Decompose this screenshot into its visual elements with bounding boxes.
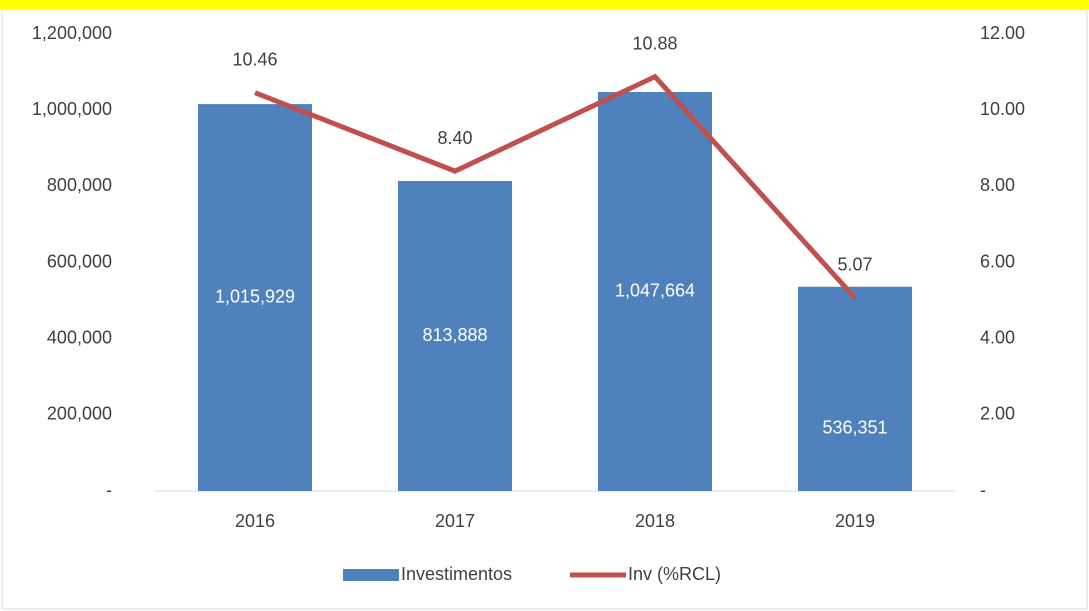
bar	[198, 104, 312, 491]
y-tick-label: 600,000	[47, 251, 112, 271]
y2-tick-label: 8.00	[980, 175, 1015, 195]
bar	[598, 92, 712, 492]
legend-swatch	[343, 569, 399, 581]
y-tick-label: 1,000,000	[32, 99, 112, 119]
x-tick-label: 2017	[435, 511, 475, 531]
y2-tick-label: 12.00	[980, 23, 1025, 43]
line-value-label: 8.40	[437, 128, 472, 148]
y-tick-label: -	[106, 480, 112, 500]
y-tick-label: 800,000	[47, 175, 112, 195]
y-tick-label: 400,000	[47, 327, 112, 347]
bar-value-label: 813,888	[422, 325, 487, 345]
y2-tick-label: -	[980, 480, 986, 500]
bar	[798, 286, 912, 491]
highlight-strip	[0, 0, 1089, 9]
y-tick-label: 1,200,000	[32, 23, 112, 43]
chart-border	[1, 9, 1088, 610]
y2-tick-label: 4.00	[980, 327, 1015, 347]
line-value-label: 5.07	[837, 255, 872, 275]
bar-value-label: 1,015,929	[215, 286, 295, 306]
bar-value-label: 1,047,664	[615, 280, 695, 300]
bar	[398, 181, 512, 492]
x-tick-label: 2019	[835, 511, 875, 531]
legend-label: Inv (%RCL)	[628, 564, 721, 584]
x-tick-label: 2016	[235, 511, 275, 531]
y-tick-label: 200,000	[47, 404, 112, 424]
y2-tick-label: 10.00	[980, 99, 1025, 119]
y2-tick-label: 2.00	[980, 404, 1015, 424]
y2-tick-label: 6.00	[980, 251, 1015, 271]
line-value-label: 10.88	[632, 33, 677, 53]
line-value-label: 10.46	[232, 49, 277, 69]
bar-value-label: 536,351	[822, 418, 887, 438]
x-tick-label: 2018	[635, 511, 675, 531]
legend-label: Investimentos	[401, 564, 512, 584]
line	[254, 73, 857, 300]
